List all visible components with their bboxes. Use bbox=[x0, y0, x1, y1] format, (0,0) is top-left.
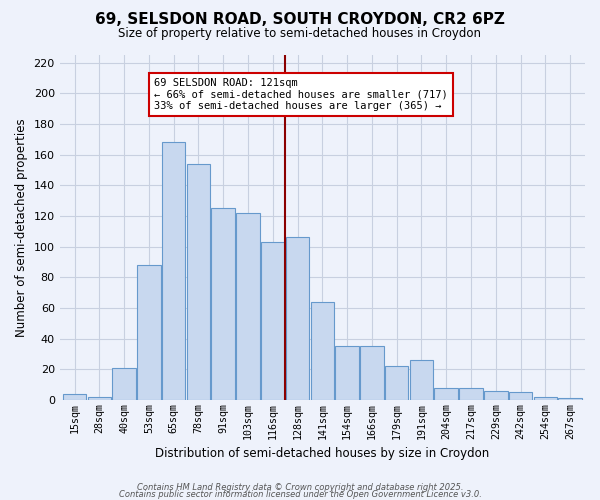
Bar bbox=[459, 388, 483, 400]
Bar bbox=[162, 142, 185, 400]
Bar bbox=[434, 388, 458, 400]
Y-axis label: Number of semi-detached properties: Number of semi-detached properties bbox=[15, 118, 28, 337]
Text: Contains public sector information licensed under the Open Government Licence v3: Contains public sector information licen… bbox=[119, 490, 481, 499]
Bar bbox=[360, 346, 383, 400]
Bar bbox=[236, 213, 260, 400]
Bar bbox=[385, 366, 409, 400]
Bar bbox=[533, 397, 557, 400]
Bar bbox=[187, 164, 210, 400]
Bar bbox=[112, 368, 136, 400]
Bar bbox=[311, 302, 334, 400]
Bar bbox=[509, 392, 532, 400]
Bar bbox=[211, 208, 235, 400]
Bar bbox=[286, 238, 310, 400]
Bar bbox=[484, 390, 508, 400]
Text: Contains HM Land Registry data © Crown copyright and database right 2025.: Contains HM Land Registry data © Crown c… bbox=[137, 484, 463, 492]
Bar bbox=[261, 242, 284, 400]
Text: 69 SELSDON ROAD: 121sqm
← 66% of semi-detached houses are smaller (717)
33% of s: 69 SELSDON ROAD: 121sqm ← 66% of semi-de… bbox=[154, 78, 448, 111]
X-axis label: Distribution of semi-detached houses by size in Croydon: Distribution of semi-detached houses by … bbox=[155, 447, 490, 460]
Bar bbox=[88, 397, 111, 400]
Bar bbox=[63, 394, 86, 400]
Text: 69, SELSDON ROAD, SOUTH CROYDON, CR2 6PZ: 69, SELSDON ROAD, SOUTH CROYDON, CR2 6PZ bbox=[95, 12, 505, 28]
Text: Size of property relative to semi-detached houses in Croydon: Size of property relative to semi-detach… bbox=[119, 28, 482, 40]
Bar bbox=[410, 360, 433, 400]
Bar bbox=[335, 346, 359, 400]
Bar bbox=[137, 265, 161, 400]
Bar bbox=[559, 398, 582, 400]
